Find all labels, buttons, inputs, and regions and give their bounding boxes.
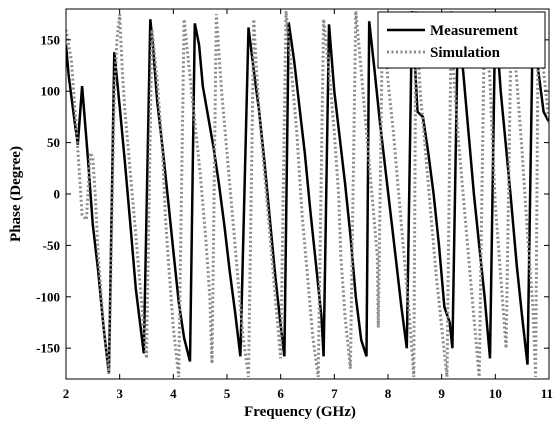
y-tick-labels: 150 100 50 0 -50 -100 -150 [36,32,60,355]
x-tick-label: 11 [541,386,553,401]
y-tick-label: 50 [47,135,60,150]
x-tick-label: 9 [438,386,445,401]
legend-label-simulation: Simulation [430,45,501,61]
y-tick-label: -150 [36,341,60,356]
y-tick-label: -50 [43,238,60,253]
y-axis-label: Phase (Degree) [8,146,24,242]
y-tick-label: 100 [41,84,61,99]
y-tick-label: 0 [54,187,61,202]
x-tick-label: 5 [224,386,231,401]
x-axis-label: Frequency (GHz) [244,404,356,420]
series-layer [66,10,549,378]
y-tick-label: -100 [36,289,60,304]
x-tick-label: 3 [116,386,123,401]
x-tick-label: 6 [277,386,284,401]
x-tick-label: 2 [63,386,70,401]
x-tick-labels: 2 3 4 5 6 7 8 9 10 11 [63,386,553,401]
series-line-measurement [66,11,549,375]
x-tick-label: 7 [331,386,338,401]
legend-label-measurement: Measurement [430,23,518,39]
legend-box [377,11,546,69]
x-tick-label: 10 [489,386,502,401]
y-tick-label: 150 [41,32,61,47]
x-tick-label: 8 [385,386,392,401]
series-line-simulation [66,10,549,378]
x-tick-label: 4 [170,386,177,401]
legend: Measurement Simulation [377,11,546,69]
